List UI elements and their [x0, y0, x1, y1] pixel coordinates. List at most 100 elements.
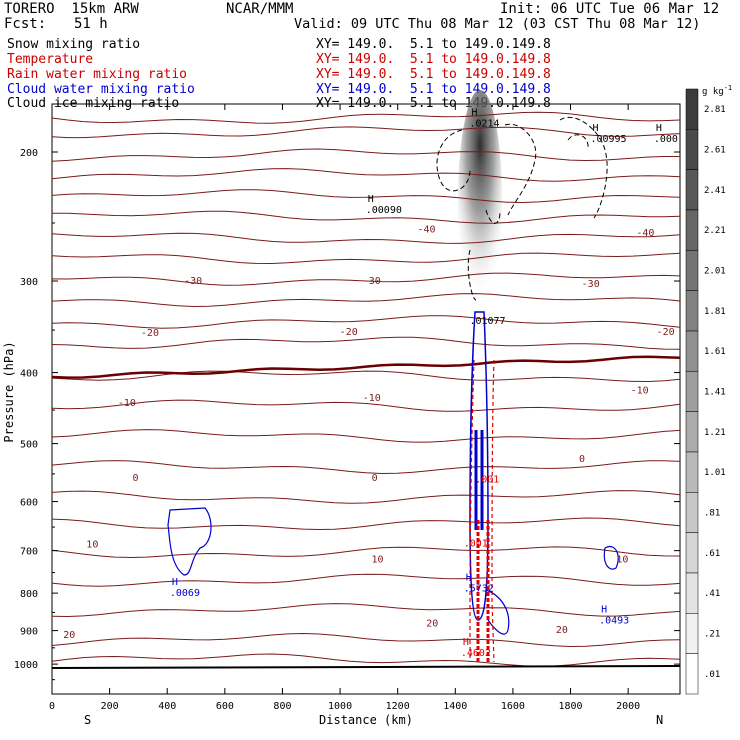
- isotherm: [51, 293, 681, 308]
- x-tick-label: 200: [101, 701, 119, 712]
- temperature-label: 20: [556, 625, 568, 636]
- plot-frame: [51, 103, 681, 695]
- colorbar-label: .01: [704, 670, 720, 680]
- colorbar-label: 1.81: [704, 307, 726, 317]
- colorbar-swatch: [685, 250, 699, 291]
- y-tick-label: 300: [20, 277, 38, 288]
- colorbar-swatch: [685, 169, 699, 211]
- colorbar-swatch: [685, 451, 699, 493]
- temperature-contours: [51, 111, 681, 667]
- maximum-marker: H: [172, 577, 178, 588]
- maximum-marker: H: [466, 572, 472, 583]
- isotherm: [51, 126, 681, 139]
- y-tick-label: 900: [20, 627, 38, 638]
- south-label: S: [84, 713, 91, 727]
- maximum-value: .001: [475, 475, 499, 486]
- xy-snow: XY= 149.0. 5.1 to 149.0.149.8: [316, 37, 551, 52]
- temperature-label: 0: [372, 473, 378, 484]
- maximum-marker: H: [368, 194, 374, 205]
- colorbar-label: .61: [704, 549, 720, 559]
- maximum-value: .4602: [461, 648, 491, 659]
- maximum-value: .000: [654, 134, 678, 145]
- colorbar-label: 2.41: [704, 186, 726, 196]
- forecast-label: Fcst:: [4, 16, 47, 32]
- y-tick-label: 400: [20, 369, 38, 380]
- legend-temperature: Temperature: [7, 52, 94, 67]
- forecast-value: 51 h: [74, 16, 108, 32]
- colorbar-swatch: [685, 209, 699, 251]
- temperature-label: -10: [118, 398, 136, 409]
- colorbar-swatch: [685, 572, 699, 614]
- colorbar-swatch: [685, 492, 699, 533]
- maximum-value: .5732: [464, 583, 494, 594]
- freezing-level: [51, 355, 681, 379]
- rain-contour: [469, 359, 495, 663]
- y-tick-label: 800: [20, 589, 38, 600]
- xy-cloud-water: XY= 149.0. 5.1 to 149.0.149.8: [316, 82, 551, 97]
- temperature-label: 0: [579, 454, 585, 465]
- temperature-label: -40: [417, 224, 435, 235]
- isotherm: [51, 573, 681, 587]
- temperature-label: -30: [582, 279, 600, 290]
- colorbar-swatch: [685, 290, 699, 332]
- colorbar-swatch: [685, 88, 699, 130]
- isotherm: [51, 546, 681, 559]
- xy-rain: XY= 149.0. 5.1 to 149.0.149.8: [316, 67, 551, 82]
- cloud-water-contour: [485, 589, 510, 635]
- x-tick-label: 1200: [386, 701, 410, 712]
- colorbar: 2.81 2.61 2.41 2.21 2.01 1.81 1.61 1.41 1.21 1.01…: [685, 88, 726, 695]
- colorbar-label: 2.61: [704, 146, 726, 156]
- x-tick-label: 1000: [328, 701, 352, 712]
- x-tick-label: 1400: [443, 701, 467, 712]
- init-time: Init: 06 UTC Tue 06 Mar 12: [500, 1, 720, 17]
- maximum-value: .00995: [590, 134, 626, 145]
- y-tick-label: 700: [20, 547, 38, 558]
- y-tick-label: 1000: [14, 660, 38, 671]
- y-tick-label: 500: [20, 440, 38, 451]
- colorbar-swatch: [685, 653, 699, 695]
- isotherm: [51, 189, 681, 204]
- maximum-marker: H: [463, 637, 469, 648]
- y-tick-label: 600: [20, 498, 38, 509]
- cloud-water-blob: [167, 507, 212, 576]
- temperature-label: -10: [631, 385, 649, 396]
- maximum-marker: H: [592, 123, 598, 134]
- cloud-water-core: [474, 430, 484, 530]
- maximum-value: .01077: [469, 316, 505, 327]
- isotherm: [51, 653, 681, 667]
- maximum-value: .0069: [170, 588, 200, 599]
- temperature-label: -10: [363, 393, 381, 404]
- isotherm: [51, 111, 681, 124]
- maximum-value: .0214: [469, 119, 499, 130]
- y-tick-label: 200: [20, 148, 38, 159]
- legend-cloud-water: Cloud water mixing ratio: [7, 82, 195, 97]
- colorbar-label: 1.61: [704, 347, 726, 357]
- maximum-marker: H: [471, 108, 477, 119]
- temperature-label: -30: [184, 276, 202, 287]
- colorbar-swatch: [685, 613, 699, 654]
- x-tick-label: 0: [49, 701, 55, 712]
- temperature-label: -20: [141, 328, 159, 339]
- isotherm: [51, 490, 681, 504]
- maximum-value: .0493: [599, 616, 629, 627]
- x-tick-label: 1600: [501, 701, 525, 712]
- cloud-water-column: [469, 311, 489, 621]
- colorbar-swatch: [685, 330, 699, 372]
- isotherm: [51, 272, 681, 286]
- x-tick-label: 2000: [616, 701, 640, 712]
- cloud-ice-contour: [467, 209, 501, 301]
- isotherm: [51, 168, 681, 182]
- temperature-label: -30: [363, 276, 381, 287]
- x-tick-label: 1800: [558, 701, 582, 712]
- surface-line: [51, 665, 681, 669]
- temperature-label: 10: [371, 555, 383, 566]
- colorbar-label: 1.01: [704, 468, 726, 478]
- x-tick-label: 600: [216, 701, 234, 712]
- isotherm: [51, 210, 681, 224]
- isotherm: [51, 460, 681, 475]
- org-label: NCAR/MMM: [226, 1, 294, 17]
- isotherm: [51, 399, 681, 412]
- isotherm: [51, 370, 681, 383]
- x-tick-label: 800: [273, 701, 291, 712]
